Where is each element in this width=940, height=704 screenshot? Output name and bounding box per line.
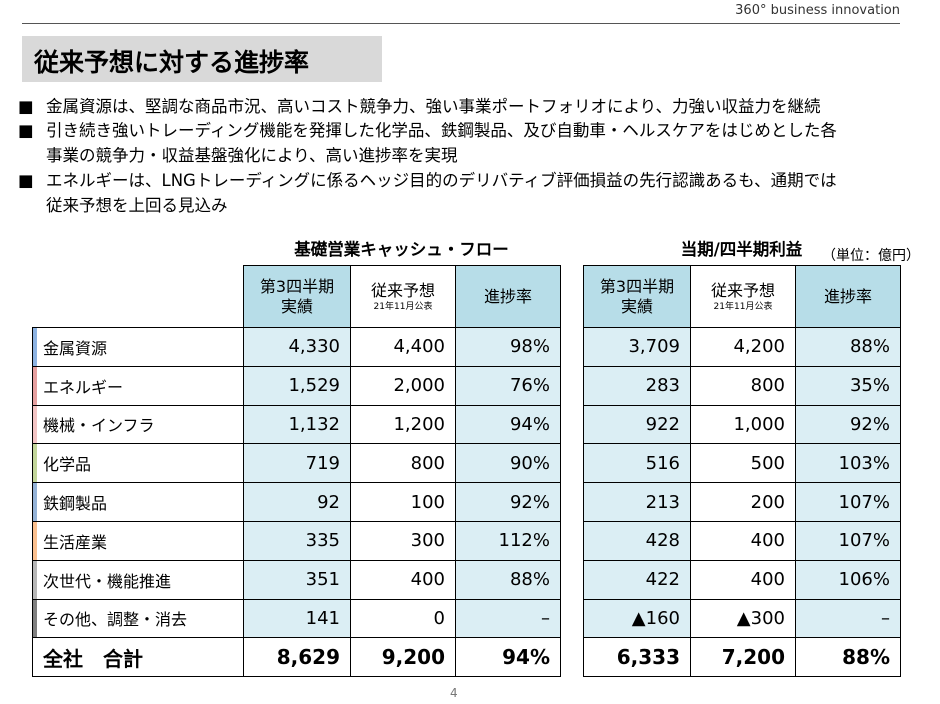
table-cell: 94% xyxy=(455,637,561,678)
column-note: 21年11月公表 xyxy=(713,301,773,312)
table-cell: 800 xyxy=(690,365,796,406)
table-cell: 90% xyxy=(455,443,561,484)
row-label: 機械・インフラ xyxy=(32,404,244,445)
column-header: 第3四半期 実績 xyxy=(583,265,691,328)
table-cell: 92% xyxy=(455,482,561,522)
row-color-bar xyxy=(33,560,37,599)
group-title: 当期/四半期利益 xyxy=(680,240,803,259)
table-cell: 1,132 xyxy=(243,404,351,445)
row-color-bar xyxy=(33,444,37,483)
column-label: 従来予想 xyxy=(370,280,435,300)
row-color-bar xyxy=(33,328,37,366)
column-label: 従来予想 xyxy=(710,280,775,300)
bullet: エネルギーは、LNGトレーディングに係るヘッジ目的のデリバティブ評価損益の先行認… xyxy=(18,168,928,218)
table-cell: 1,529 xyxy=(243,365,351,406)
table-cell: 88% xyxy=(795,637,901,678)
row-color-bar xyxy=(33,599,37,638)
table-cell: 500 xyxy=(690,443,796,484)
table-cell: 400 xyxy=(350,559,456,600)
table-cell: 107% xyxy=(795,482,901,522)
table-cell: 92 xyxy=(243,482,351,522)
header-rule xyxy=(22,23,900,24)
column-label: 第3四半期 実績 xyxy=(599,276,675,316)
table-cell: 283 xyxy=(583,365,691,406)
row-color-bar xyxy=(33,405,37,444)
table-cell: 92% xyxy=(795,404,901,445)
column-header: 従来予想 21年11月公表 xyxy=(350,265,456,328)
table-cell: 300 xyxy=(350,521,456,561)
table-cell: 76% xyxy=(455,365,561,406)
table-cell: 8,629 xyxy=(243,637,351,678)
table-cell: 9,200 xyxy=(350,637,456,678)
row-color-bar xyxy=(33,483,37,521)
table-cell: – xyxy=(455,598,561,639)
table-cell: 719 xyxy=(243,443,351,484)
table-cell: 213 xyxy=(583,482,691,522)
table-cell: 400 xyxy=(690,559,796,600)
row-label: 生活産業 xyxy=(32,521,244,561)
table-cell: ▲300 xyxy=(690,598,796,639)
table-cell: 98% xyxy=(455,327,561,367)
table-cell: 200 xyxy=(690,482,796,522)
column-label: 第3四半期 実績 xyxy=(259,276,335,316)
row-label: エネルギー xyxy=(32,365,244,406)
table-cell: 106% xyxy=(795,559,901,600)
table-cell: 800 xyxy=(350,443,456,484)
table-cell: 7,200 xyxy=(690,637,796,678)
column-header: 第3四半期 実績 xyxy=(243,265,351,328)
table-cell: 3,709 xyxy=(583,327,691,367)
bullet: 引き続き強いトレーディング機能を発揮した化学品、鉄鋼製品、及び自動車・ヘルスケア… xyxy=(18,118,928,168)
table-cell: 400 xyxy=(690,521,796,561)
table-cell: 4,400 xyxy=(350,327,456,367)
table-cell: 1,200 xyxy=(350,404,456,445)
slide-title: 従来予想に対する進捗率 xyxy=(22,36,382,82)
row-label: 金属資源 xyxy=(32,327,244,367)
table-cell: 107% xyxy=(795,521,901,561)
table-cell: 141 xyxy=(243,598,351,639)
table-cell: 6,333 xyxy=(583,637,691,678)
table-cell: 335 xyxy=(243,521,351,561)
column-header: 進捗率 xyxy=(795,265,901,328)
table-cell: 94% xyxy=(455,404,561,445)
unit-label: （単位：億円） xyxy=(822,248,920,264)
table-cell: 4,200 xyxy=(690,327,796,367)
column-label: 進捗率 xyxy=(823,286,872,306)
table-cell: 112% xyxy=(455,521,561,561)
table-cell: 35% xyxy=(795,365,901,406)
bullet: 金属資源は、堅調な商品市況、高いコスト競争力、強い事業ポートフォリオにより、力強… xyxy=(18,94,928,119)
row-label: その他、調整・消去 xyxy=(32,598,244,639)
row-label: 全社 合計 xyxy=(32,637,244,678)
table-cell: 516 xyxy=(583,443,691,484)
table-cell: 100 xyxy=(350,482,456,522)
table-cell: 422 xyxy=(583,559,691,600)
column-label: 進捗率 xyxy=(483,286,532,306)
table-cell: 2,000 xyxy=(350,365,456,406)
column-header: 進捗率 xyxy=(455,265,561,328)
table-cell: 88% xyxy=(795,327,901,367)
table-cell: 428 xyxy=(583,521,691,561)
table-cell: ▲160 xyxy=(583,598,691,639)
table-cell: 922 xyxy=(583,404,691,445)
group-title: 基礎営業キャッシュ・フロー xyxy=(294,240,509,259)
column-header: 従来予想 21年11月公表 xyxy=(690,265,796,328)
page-number: 4 xyxy=(450,686,458,700)
row-label: 鉄鋼製品 xyxy=(32,482,244,522)
row-label: 次世代・機能推進 xyxy=(32,559,244,600)
table-cell: 351 xyxy=(243,559,351,600)
table-cell: 4,330 xyxy=(243,327,351,367)
column-note: 21年11月公表 xyxy=(373,301,433,312)
brand: 360° business innovation xyxy=(735,3,900,18)
table-cell: – xyxy=(795,598,901,639)
table-cell: 0 xyxy=(350,598,456,639)
row-color-bar xyxy=(33,366,37,405)
table-cell: 88% xyxy=(455,559,561,600)
row-label: 化学品 xyxy=(32,443,244,484)
row-color-bar xyxy=(33,522,37,560)
table-cell: 103% xyxy=(795,443,901,484)
table-cell: 1,000 xyxy=(690,404,796,445)
